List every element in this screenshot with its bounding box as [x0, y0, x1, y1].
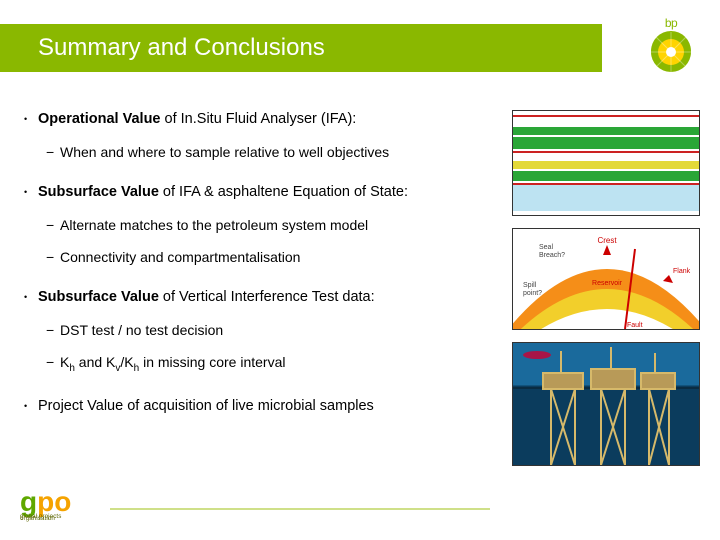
bullet-content: Operational Value of In.Situ Fluid Analy… [24, 110, 504, 438]
bullet-item: Subsurface Value of IFA & asphaltene Equ… [24, 183, 504, 202]
bullet-item: Subsurface Value of Vertical Interferenc… [24, 288, 504, 307]
footer-rule [110, 508, 490, 510]
title-bar: Summary and Conclusions [0, 24, 602, 72]
svg-text:Fault: Fault [627, 322, 643, 329]
bullet-rest: Project Value of acquisition of live mic… [38, 398, 374, 414]
log-chart-thumbnail [512, 110, 700, 216]
bullet-bold: Subsurface Value [38, 289, 159, 305]
sub-bullet: DST test / no test decision [24, 321, 504, 339]
svg-text:point?: point? [523, 290, 542, 297]
slide-title: Summary and Conclusions [38, 34, 325, 62]
bp-logo: bp [648, 16, 694, 70]
sub-bullet: Alternate matches to the petroleum syste… [24, 216, 504, 234]
sub-bullet: Connectivity and compartmentalisation [24, 248, 504, 266]
svg-text:Spill: Spill [523, 282, 537, 289]
bullet-list: Operational Value of In.Situ Fluid Analy… [24, 110, 504, 416]
bp-helios-icon [651, 32, 691, 70]
cross-section-thumbnail: Crest Seal Breach? Spill point? Reservoi… [512, 228, 700, 330]
svg-text:Breach?: Breach? [539, 252, 565, 259]
svg-text:Seal: Seal [539, 244, 553, 251]
sub-bullet: When and where to sample relative to wel… [24, 143, 504, 161]
bullet-rest: of In.Situ Fluid Analyser (IFA): [161, 111, 357, 127]
bullet-rest: of IFA & asphaltene Equation of State: [159, 184, 408, 200]
bullet-item: Project Value of acquisition of live mic… [24, 397, 504, 416]
bullet-bold: Operational Value [38, 111, 161, 127]
svg-text:Crest: Crest [597, 236, 617, 245]
bullet-bold: Subsurface Value [38, 184, 159, 200]
svg-text:Reservoir: Reservoir [592, 280, 623, 287]
platform-photo-thumbnail [512, 342, 700, 466]
bullet-item: Operational Value of In.Situ Fluid Analy… [24, 110, 504, 129]
svg-text:Flank: Flank [673, 268, 691, 275]
side-images: Crest Seal Breach? Spill point? Reservoi… [512, 110, 702, 478]
bullet-rest: of Vertical Interference Test data: [159, 289, 375, 305]
gpo-logo: gpo global projects organisation [20, 486, 106, 526]
sub-bullet: Kh and Kv/Kh in missing core interval [24, 353, 504, 375]
bp-logo-text: bp [665, 16, 677, 30]
